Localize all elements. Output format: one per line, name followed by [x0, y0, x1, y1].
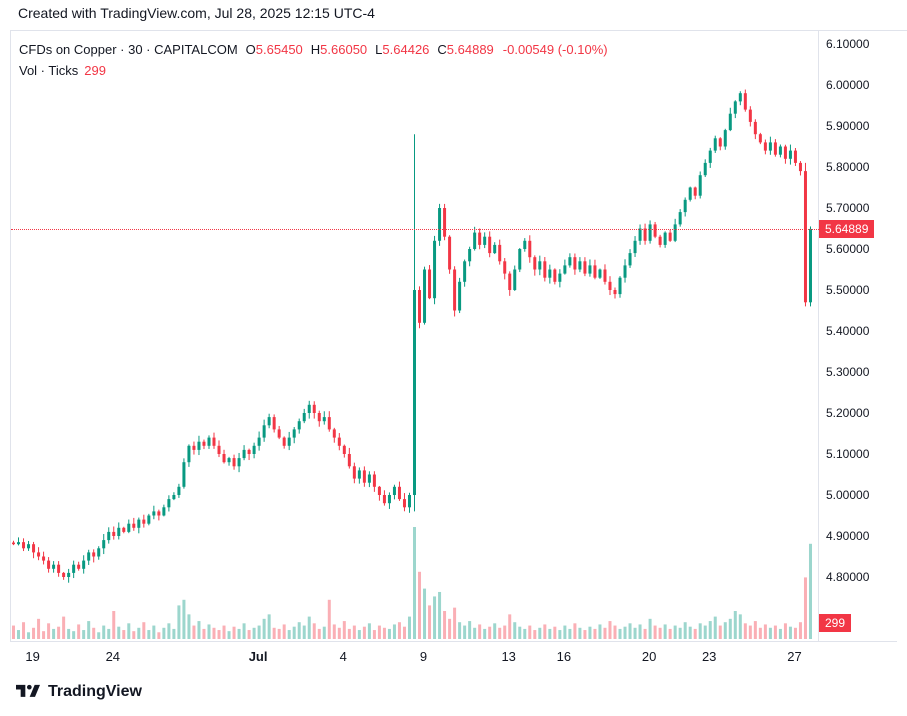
price-axis-label: 5.80000 [826, 160, 870, 174]
price-axis-label: 5.20000 [826, 406, 870, 420]
price-axis-label: 5.50000 [826, 283, 870, 297]
time-axis-label: 13 [501, 649, 516, 664]
volume-badge: 299 [819, 614, 852, 632]
price-axis-label: 5.30000 [826, 365, 870, 379]
price-axis-label: 5.90000 [826, 119, 870, 133]
change-value: -0.00549 (-0.10%) [502, 42, 608, 57]
ohlc-value: 5.64426 [382, 42, 430, 57]
time-axis-label: 4 [339, 649, 347, 664]
time-axis-label: 20 [641, 649, 657, 664]
ohlc-key: H [310, 42, 321, 57]
price-axis-label: 5.00000 [826, 488, 870, 502]
brand-name[interactable]: TradingView [48, 682, 142, 700]
price-axis-label: 5.60000 [826, 242, 870, 256]
time-axis-label: 24 [105, 649, 121, 664]
ohlc-values: O5.65450 H5.66050 L5.64426 C5.64889 [238, 42, 494, 57]
time-axis-label: 9 [419, 649, 428, 664]
time-axis-label: Jul [248, 649, 268, 664]
tradingview-logo[interactable] [16, 682, 40, 701]
time-axis-label: 27 [787, 649, 802, 664]
legend-row-symbol: CFDs on Copper · 30 · CAPITALCOM O5.65450… [19, 39, 608, 60]
snapshot-attribution: Created with TradingView.com, Jul 28, 20… [18, 5, 375, 21]
last-price-line [11, 229, 819, 230]
chart-plot-area[interactable]: CFDs on Copper · 30 · CAPITALCOM O5.65450… [10, 30, 819, 642]
ohlc-key: L [375, 42, 383, 57]
price-axis-label: 4.80000 [826, 570, 870, 584]
volume-label: Vol · Ticks [19, 63, 79, 78]
price-axis-label: 6.00000 [826, 78, 870, 92]
legend-row-volume: Vol · Ticks 299 [19, 60, 608, 81]
chart-legend: CFDs on Copper · 30 · CAPITALCOM O5.65450… [19, 39, 608, 81]
time-axis-label: 23 [701, 649, 717, 664]
ohlc-value: 5.65450 [255, 42, 303, 57]
price-axis-label: 5.10000 [826, 447, 870, 461]
price-axis-label: 4.90000 [826, 529, 870, 543]
time-axis-label: 19 [25, 649, 40, 664]
volume-value: 299 [84, 63, 106, 78]
price-axis-label: 5.70000 [826, 201, 870, 215]
price-axis[interactable]: 5.64889 299 6.10000 6.00000 5.90000 5.80000… [818, 30, 907, 642]
ohlc-value: 5.64889 [446, 42, 494, 57]
ohlc-key: O [245, 42, 256, 57]
symbol-title[interactable]: CFDs on Copper · 30 · CAPITALCOM [19, 42, 238, 57]
ohlc-key: C [437, 42, 447, 57]
footer: TradingView [16, 682, 142, 701]
price-axis-label: 5.40000 [826, 324, 870, 338]
time-axis[interactable]: 19 24 Jul 4 9 13 16 20 23 27 [10, 641, 897, 670]
price-axis-label: 6.10000 [826, 37, 870, 51]
ohlc-value: 5.66050 [320, 42, 368, 57]
last-price-badge: 5.64889 [819, 220, 875, 238]
time-axis-label: 16 [556, 649, 572, 664]
candlestick-chart [12, 89, 812, 639]
